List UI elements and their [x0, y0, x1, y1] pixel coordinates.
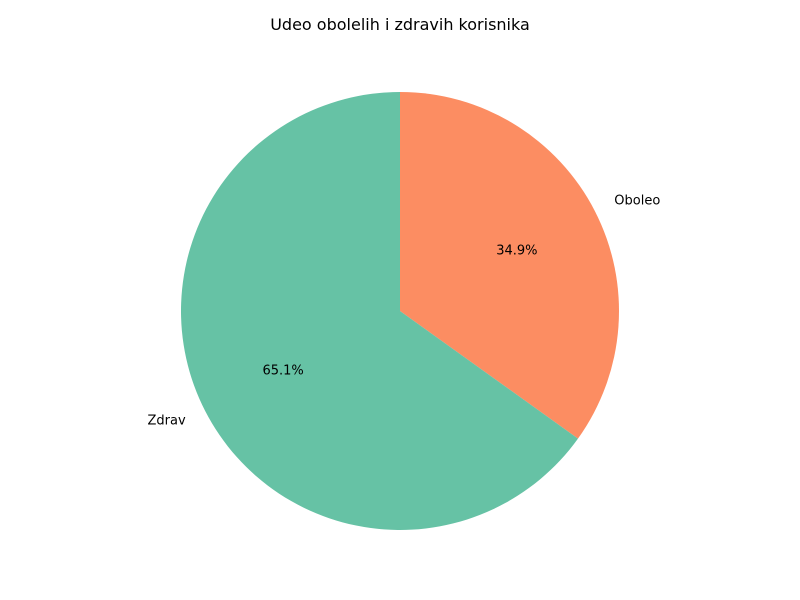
pie-percent-label-oboleo: 34.9%	[496, 243, 537, 258]
pie-slice-zdrav	[180, 92, 578, 530]
pie-percent-label-zdrav: 65.1%	[262, 364, 303, 379]
chart-title: Udeo obolelih i zdravih korisnika	[270, 15, 530, 34]
pie-slices	[180, 92, 619, 530]
pie-category-label-oboleo: Oboleo	[614, 193, 660, 208]
pie-labels: 34.9% Oboleo 65.1% Zdrav	[148, 193, 661, 428]
pie-slice-oboleo	[400, 92, 619, 439]
pie-category-label-zdrav: Zdrav	[148, 414, 186, 429]
